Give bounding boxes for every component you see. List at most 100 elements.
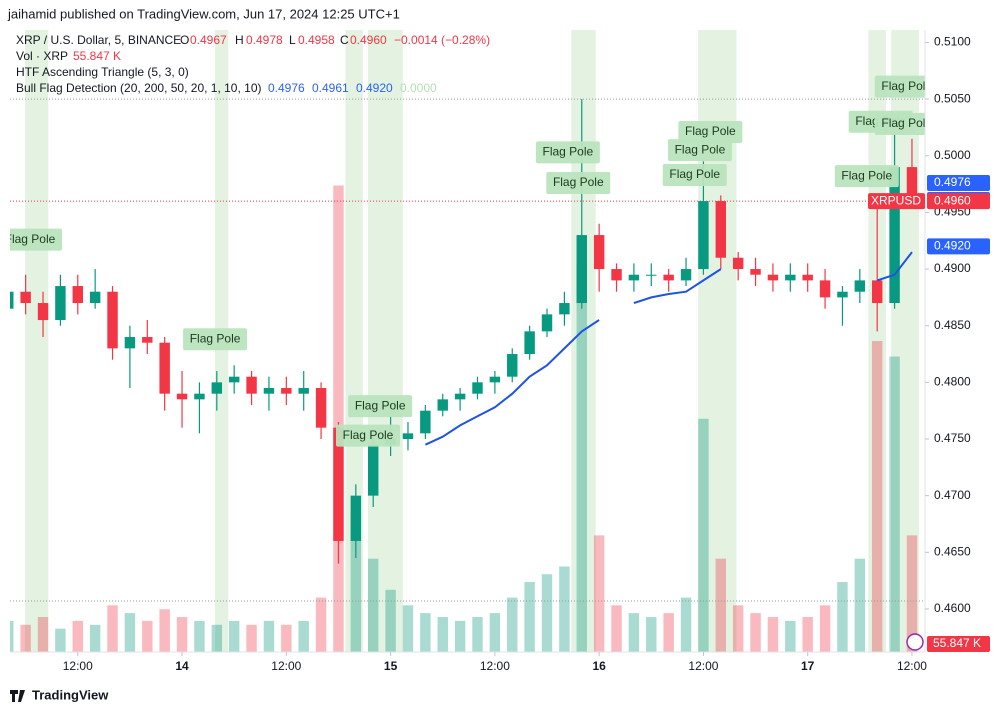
candle-body [350, 495, 362, 541]
candle-body [315, 388, 327, 428]
annotation-box [535, 141, 600, 164]
annotation-box [874, 113, 925, 136]
volume-bar [437, 617, 448, 652]
volume-bar [663, 613, 674, 652]
candle-body [20, 291, 31, 304]
candle-body [750, 269, 761, 275]
volume-bar [315, 597, 327, 652]
candle-body [854, 280, 866, 292]
indicator-line [424, 251, 913, 446]
volume-bar [889, 356, 900, 652]
volume-bar [420, 613, 431, 652]
volume-bar [611, 605, 622, 652]
volume-bar [402, 605, 414, 652]
candle-body [576, 235, 587, 304]
volume-tag-label: 55.847 K [933, 636, 981, 650]
legend-o-label: O [180, 33, 189, 47]
legend-h: 0.4978 [246, 33, 283, 47]
legend-o: 0.4967 [190, 33, 227, 47]
footer-brand: TradingView [32, 687, 109, 702]
annotation-box [183, 328, 248, 351]
candle-body [55, 286, 66, 321]
legend-h-label: H [235, 33, 244, 47]
candle-body [281, 388, 292, 394]
symbol-tag-label: XRPUSD [871, 193, 921, 207]
candle-body [785, 274, 796, 281]
y-tick-label: 0.5050 [934, 91, 971, 105]
price-tag [927, 238, 990, 255]
volume-bar [507, 597, 518, 652]
candle-body [159, 342, 170, 394]
volume-bar [55, 628, 66, 652]
candle-body [402, 433, 414, 440]
candle-body [454, 393, 466, 400]
volume-bar [89, 624, 101, 652]
plot-area: Flag Pole Flag Pole Flag Pole Flag Pole Flag… [10, 30, 932, 652]
volume-bar [333, 185, 344, 652]
annotation-label: Flag Pole [669, 167, 720, 181]
annotation-label: Flag Pole [685, 124, 736, 138]
volume-bar [159, 609, 170, 652]
candle-body [871, 280, 883, 304]
candle-body [680, 269, 692, 281]
candle-body [767, 274, 779, 281]
volume-bar [906, 535, 918, 652]
volume-bar [454, 620, 466, 652]
candle-body [437, 399, 448, 411]
candle-body [593, 235, 605, 270]
volume-bar [819, 605, 831, 652]
candle-body [732, 257, 744, 270]
candle-body [646, 274, 657, 276]
volume-bar [576, 263, 587, 652]
candle-body [611, 269, 622, 281]
replay-icon [906, 633, 924, 651]
y-tick-label: 0.4700 [934, 488, 971, 502]
candle-body [176, 393, 188, 400]
annotation-label: Flag Pole [881, 79, 932, 93]
logo [10, 690, 25, 702]
volume-bar [385, 589, 396, 652]
volume-bar [368, 558, 379, 652]
volume-bar [715, 558, 727, 652]
candle-body [333, 427, 344, 541]
x-tick-label: 12:00 [480, 659, 510, 673]
annotation-box [678, 120, 743, 143]
volume-bar [785, 620, 796, 652]
legend-indicator: HTF Ascending Triangle (5, 3, 0) [16, 65, 189, 79]
annotation-label: Flag Pole [675, 142, 726, 156]
volume-bar [228, 620, 240, 652]
candle-body [524, 331, 535, 355]
annotation-label: Flag Pole [355, 398, 406, 412]
candle-body [715, 201, 727, 258]
candle-body [37, 303, 49, 321]
volume-bar [176, 617, 188, 652]
volume-bar [646, 617, 657, 652]
legend-indicator: Bull Flag Detection (20, 200, 50, 20, 1,… [16, 81, 261, 95]
volume-bar [593, 535, 605, 652]
annotation-box [10, 228, 62, 251]
volume-bar [732, 605, 744, 652]
legend-c-label: C [340, 33, 349, 47]
volume-bar [107, 605, 118, 652]
candle-body [246, 376, 257, 394]
candle-body [263, 388, 275, 394]
volume-bar [680, 597, 692, 652]
x-tick-label: 16 [592, 659, 606, 673]
y-tick-label: 0.4750 [934, 431, 971, 445]
candle-body [559, 303, 570, 315]
annotation-box [667, 139, 732, 162]
legend-value: 0.4920 [356, 81, 393, 95]
volume-bar [541, 574, 553, 652]
volume-bar [489, 613, 501, 652]
y-tick-label: 0.4900 [934, 261, 971, 275]
legend-vol: 55.847 K [73, 49, 121, 63]
legend-vol-label: Vol · XRP [16, 49, 68, 63]
candle-body [889, 167, 900, 304]
highlight-zone [571, 30, 596, 652]
y-tick-label: 0.4800 [934, 375, 971, 389]
price-tag [927, 193, 990, 210]
volume-bar [281, 624, 292, 652]
x-tick-label: 12:00 [688, 659, 718, 673]
volume-bar [211, 624, 223, 652]
